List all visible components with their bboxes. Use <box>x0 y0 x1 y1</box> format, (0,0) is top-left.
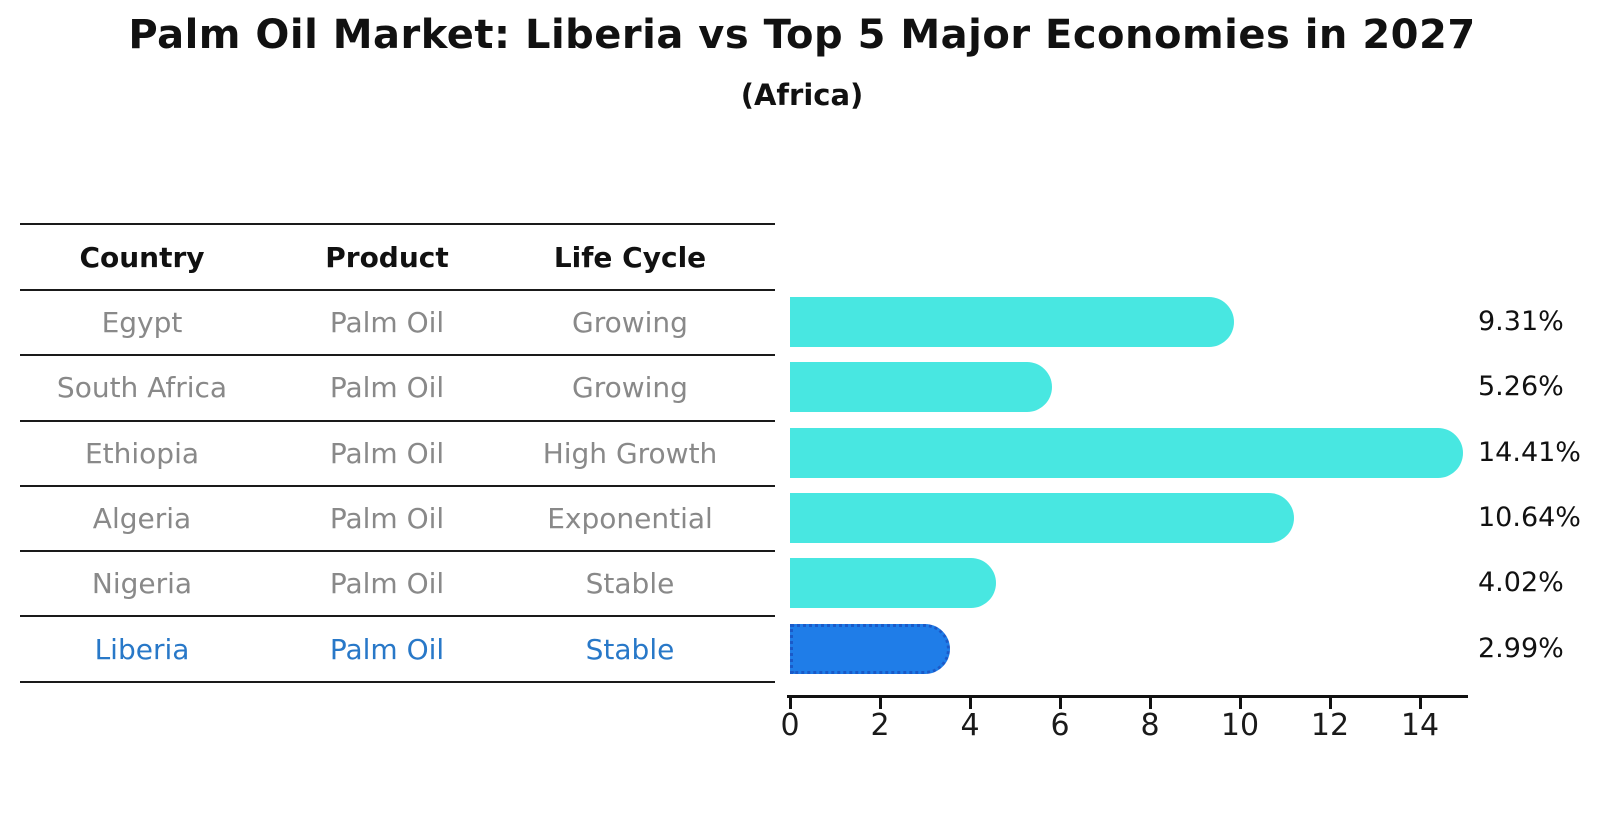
country-cell: Nigeria <box>91 567 193 601</box>
table-header-row: Country Product Life Cycle <box>20 225 775 291</box>
country-cell: Ethiopia <box>84 436 200 470</box>
x-axis-tick-label-14: 14 <box>1400 708 1440 743</box>
chart-title: Palm Oil Market: Liberia vs Top 5 Major … <box>128 12 1476 58</box>
bar-value-label-algeria: 10.64% <box>1478 501 1581 533</box>
x-axis-tick-0 <box>789 698 792 709</box>
table-row-south-africa: South Africa Palm Oil Growing <box>20 356 775 422</box>
x-axis-tick-label-0: 0 <box>780 708 800 743</box>
column-header-life-cycle: Life Cycle <box>553 240 707 274</box>
product-cell: Palm Oil <box>329 436 445 470</box>
bar-value-label-nigeria: 4.02% <box>1478 567 1564 599</box>
table-row-nigeria: Nigeria Palm Oil Stable <box>20 552 775 618</box>
x-axis-tick-8 <box>1149 698 1152 709</box>
life-cycle-cell: Growing <box>572 371 688 405</box>
life-cycle-cell: Exponential <box>547 502 713 536</box>
x-axis-line <box>787 695 1468 698</box>
country-cell: South Africa <box>56 371 228 405</box>
product-cell: Palm Oil <box>329 502 445 536</box>
bar-value-label-south-africa: 5.26% <box>1478 371 1564 403</box>
x-axis-tick-2 <box>879 698 882 709</box>
life-cycle-cell: Stable <box>585 632 675 666</box>
product-cell: Palm Oil <box>329 371 445 405</box>
table-row-algeria: Algeria Palm Oil Exponential <box>20 487 775 553</box>
bar-egypt <box>790 297 1234 347</box>
product-cell: Palm Oil <box>329 306 445 340</box>
country-table: Country Product Life Cycle Egypt Palm Oil… <box>20 223 775 683</box>
x-axis-tick-label-2: 2 <box>870 708 890 743</box>
bar-value-label-egypt: 9.31% <box>1478 306 1564 337</box>
product-cell: Palm Oil <box>329 567 445 601</box>
x-axis-tick-6 <box>1059 698 1062 709</box>
country-cell: Liberia <box>94 632 190 666</box>
x-axis-tick-label-12: 12 <box>1310 708 1350 743</box>
country-cell: Algeria <box>92 502 192 536</box>
table-row-ethiopia: Ethiopia Palm Oil High Growth <box>20 422 775 487</box>
x-axis-tick-12 <box>1329 698 1332 709</box>
bar-south-africa <box>790 362 1052 413</box>
x-axis-tick-label-6: 6 <box>1050 708 1070 743</box>
life-cycle-cell: High Growth <box>542 436 718 470</box>
x-axis-tick-10 <box>1239 698 1242 709</box>
life-cycle-cell: Growing <box>572 306 688 340</box>
bar-value-label-liberia: 2.99% <box>1478 632 1564 664</box>
column-header-product: Product <box>325 240 449 274</box>
x-axis-tick-label-8: 8 <box>1140 708 1160 743</box>
country-cell: Egypt <box>101 306 183 340</box>
product-cell: Palm Oil <box>329 632 445 666</box>
bar-ethiopia <box>790 427 1464 478</box>
table-row-egypt: Egypt Palm Oil Growing <box>20 291 775 357</box>
life-cycle-cell: Stable <box>585 567 675 601</box>
chart-subtitle: (Africa) <box>740 78 864 112</box>
bar-algeria <box>790 492 1294 543</box>
x-axis-tick-4 <box>969 698 972 709</box>
x-axis-tick-label-10: 10 <box>1220 708 1260 743</box>
bar-value-label-ethiopia: 14.41% <box>1478 436 1581 468</box>
bar-nigeria <box>790 558 996 609</box>
bar-liberia <box>790 623 950 674</box>
column-header-country: Country <box>79 240 205 274</box>
table-row-liberia: Liberia Palm Oil Stable <box>20 617 775 683</box>
table-body: Egypt Palm Oil Growing South Africa Palm Oil… <box>20 291 775 683</box>
x-axis-tick-14 <box>1419 698 1422 709</box>
x-axis-tick-label-4: 4 <box>960 708 980 743</box>
